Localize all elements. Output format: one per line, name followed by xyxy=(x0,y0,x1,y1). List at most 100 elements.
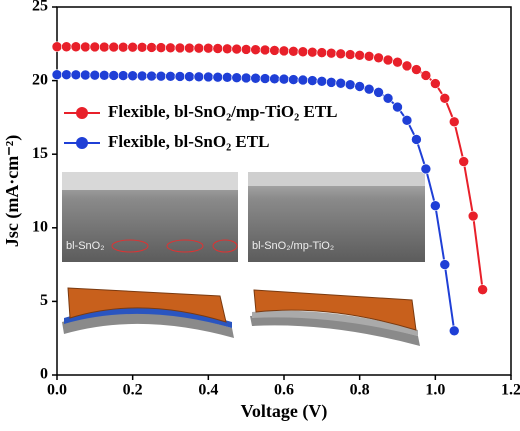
data-point xyxy=(193,42,205,54)
data-point xyxy=(439,259,451,270)
data-point xyxy=(240,72,252,84)
data-point xyxy=(363,83,375,95)
legend-label: Flexible, bl-SnO₂ ETL xyxy=(108,132,269,151)
data-point xyxy=(278,73,290,85)
data-point xyxy=(127,41,138,53)
data-point xyxy=(221,72,233,83)
highlight xyxy=(111,239,149,253)
data-point xyxy=(174,71,186,82)
data-point xyxy=(420,70,432,81)
data-point xyxy=(203,71,214,83)
data-point xyxy=(146,42,157,53)
data-point xyxy=(51,41,63,53)
data-point xyxy=(335,77,347,89)
data-point xyxy=(354,49,365,61)
x-tick-label: 0.0 xyxy=(47,382,67,399)
data-point xyxy=(373,52,384,64)
data-point xyxy=(108,41,120,53)
data-point xyxy=(231,43,243,55)
data-point xyxy=(363,51,375,62)
data-point xyxy=(203,42,214,54)
data-point xyxy=(325,47,337,59)
y-tick-label: 10 xyxy=(32,218,48,235)
data-point xyxy=(136,42,148,53)
data-point xyxy=(316,47,328,58)
data-point xyxy=(448,325,460,337)
data-point xyxy=(288,46,299,57)
data-point xyxy=(155,70,167,82)
data-point xyxy=(193,71,205,83)
data-point xyxy=(231,72,243,83)
data-point xyxy=(307,46,318,58)
data-point xyxy=(467,210,479,222)
highlight xyxy=(166,239,204,253)
data-point xyxy=(212,71,224,83)
legend-label: Flexible, bl-SnO₂/mp-TiO₂ ETL xyxy=(108,102,338,121)
data-point xyxy=(212,43,224,54)
data-point xyxy=(382,92,394,104)
data-point xyxy=(325,77,337,88)
y-tick-label: 20 xyxy=(32,71,48,88)
data-point xyxy=(354,81,365,92)
data-point xyxy=(61,41,72,53)
data-point xyxy=(70,41,82,53)
perovskite xyxy=(253,289,417,331)
data-point xyxy=(373,87,384,98)
data-point xyxy=(250,44,261,55)
y-axis-label: Jsc (mA·cm⁻²) xyxy=(2,135,23,247)
data-point xyxy=(307,75,318,86)
data-point xyxy=(392,56,403,68)
x-tick-label: 0.2 xyxy=(123,382,143,399)
substrate xyxy=(250,315,420,346)
data-point xyxy=(259,73,271,84)
legend-marker xyxy=(76,107,88,119)
inset: bl-SnO₂ bl-SnO₂/mp-TiO₂ xyxy=(62,172,425,346)
data-point xyxy=(269,73,280,85)
data-point xyxy=(174,42,186,54)
data-point xyxy=(250,72,261,84)
data-point xyxy=(165,42,176,54)
data-point xyxy=(411,64,422,75)
y-tick-label: 25 xyxy=(32,0,48,15)
x-tick-label: 1.2 xyxy=(501,382,520,399)
data-point xyxy=(420,163,432,175)
inset-label: bl-SnO₂/mp-TiO₂ xyxy=(252,240,334,252)
data-point xyxy=(184,71,195,82)
data-point xyxy=(240,44,252,55)
data-point xyxy=(430,78,441,89)
substrate xyxy=(62,312,234,338)
data-point xyxy=(382,54,394,66)
perovskite xyxy=(67,287,227,323)
data-point xyxy=(136,70,148,82)
x-tick-label: 0.4 xyxy=(198,382,218,399)
data-point xyxy=(80,41,91,53)
y-tick-label: 15 xyxy=(32,145,48,162)
data-point xyxy=(80,69,91,81)
data-point xyxy=(70,69,82,81)
data-point xyxy=(458,156,470,167)
x-tick-label: 0.6 xyxy=(274,382,294,399)
data-point xyxy=(430,200,441,212)
data-point xyxy=(146,70,157,82)
data-point xyxy=(401,115,413,126)
data-point xyxy=(184,42,195,54)
data-point xyxy=(269,45,280,56)
data-point xyxy=(401,60,413,72)
highlight xyxy=(212,239,238,253)
sem-layer xyxy=(248,172,425,186)
data-point xyxy=(89,69,101,81)
data-point xyxy=(155,42,167,53)
x-tick-label: 1.0 xyxy=(425,382,445,399)
data-point xyxy=(98,70,110,81)
data-point xyxy=(288,74,299,85)
data-point xyxy=(439,92,451,104)
x-tick-label: 0.8 xyxy=(350,382,370,399)
legend-marker xyxy=(76,137,88,149)
data-point xyxy=(51,69,63,81)
data-point xyxy=(278,45,290,57)
data-point xyxy=(448,116,460,128)
data-point xyxy=(108,70,120,81)
data-point xyxy=(117,70,129,81)
data-point xyxy=(117,41,129,53)
